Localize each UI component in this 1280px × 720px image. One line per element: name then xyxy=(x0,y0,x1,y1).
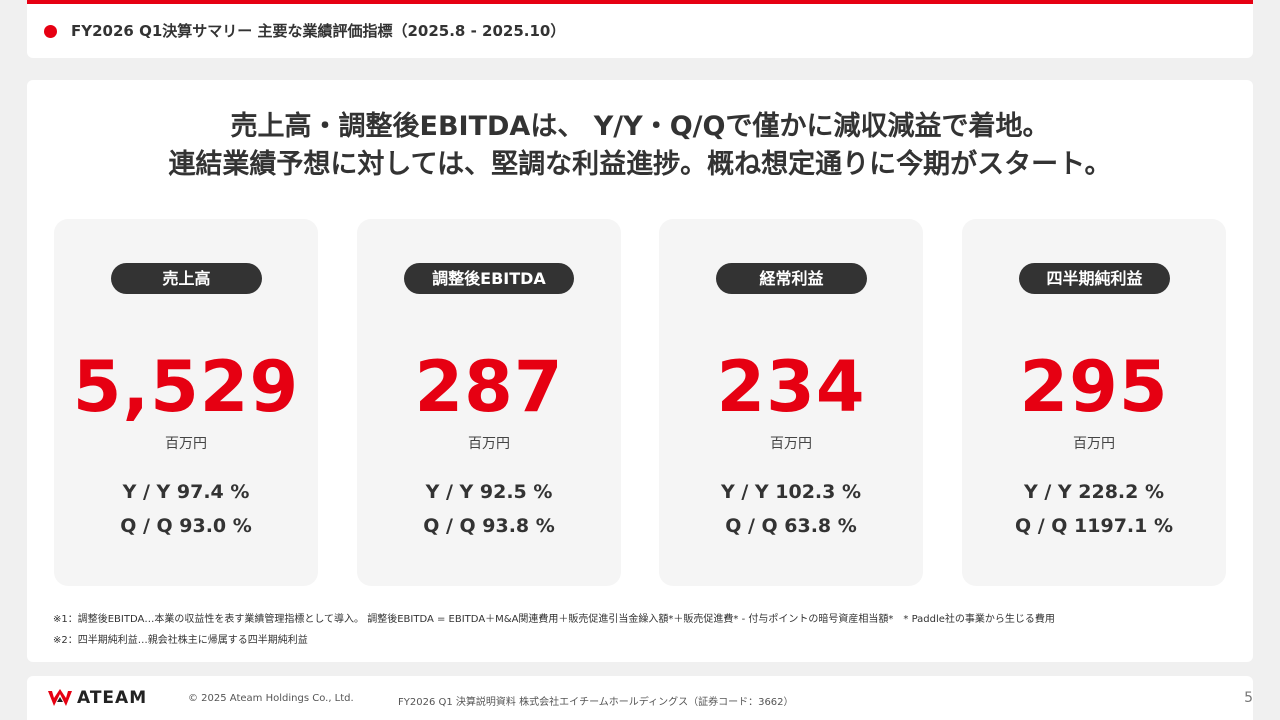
main-panel: 売上高・調整後EBITDAは、 Y/Y・Q/Qで僅かに減収減益で着地。 連結業績… xyxy=(27,80,1253,662)
kpi-label: 売上高 xyxy=(111,263,262,294)
kpi-unit: 百万円 xyxy=(1073,436,1115,452)
kpi-card-adjusted-ebitda: 調整後EBITDA 287 百万円 Y / Y 92.5 % Q / Q 93.… xyxy=(357,219,621,586)
kpi-value: 234 xyxy=(716,346,866,428)
footnote-1: ※1：調整後EBITDA…本業の収益性を表す業績管理指標として導入。 調整後EB… xyxy=(53,614,1055,625)
kpi-yoy: Y / Y 92.5 % xyxy=(425,481,553,503)
bullet-dot-icon xyxy=(44,25,57,38)
headline-line-2: 連結業績予想に対しては、堅調な利益進捗。概ね想定通りに今期がスタート。 xyxy=(168,149,1112,180)
ateam-logo-icon xyxy=(48,689,72,706)
document-title: FY2026 Q1 決算説明資料 株式会社エイチームホールディングス（証券コード… xyxy=(398,697,794,708)
footnotes: ※1：調整後EBITDA…本業の収益性を表す業績管理指標として導入。 調整後EB… xyxy=(53,609,1055,651)
logo-text: ATEAM xyxy=(77,688,148,708)
page-number: 5 xyxy=(1244,690,1253,706)
copyright: © 2025 Ateam Holdings Co., Ltd. xyxy=(188,693,354,704)
footnote-2: ※2：四半期純利益…親会社株主に帰属する四半期純利益 xyxy=(53,635,308,646)
slide-header: FY2026 Q1決算サマリー 主要な業績評価指標（2025.8 - 2025.… xyxy=(27,0,1253,58)
kpi-label: 調整後EBITDA xyxy=(404,263,574,294)
kpi-value: 5,529 xyxy=(72,346,300,428)
kpi-unit: 百万円 xyxy=(770,436,812,452)
kpi-unit: 百万円 xyxy=(165,436,207,452)
slide-footer: ATEAM © 2025 Ateam Holdings Co., Ltd. FY… xyxy=(27,676,1253,720)
kpi-unit: 百万円 xyxy=(468,436,510,452)
kpi-yoy: Y / Y 102.3 % xyxy=(720,481,862,503)
kpi-qoq: Q / Q 93.8 % xyxy=(423,515,555,537)
kpi-card-net-income: 四半期純利益 295 百万円 Y / Y 228.2 % Q / Q 1197.… xyxy=(962,219,1226,586)
kpi-value: 295 xyxy=(1019,346,1169,428)
kpi-value: 287 xyxy=(414,346,564,428)
kpi-label: 経常利益 xyxy=(716,263,867,294)
headline-line-1: 売上高・調整後EBITDAは、 Y/Y・Q/Qで僅かに減収減益で着地。 xyxy=(230,111,1050,142)
headline: 売上高・調整後EBITDAは、 Y/Y・Q/Qで僅かに減収減益で着地。 連結業績… xyxy=(27,108,1253,184)
kpi-qoq: Q / Q 1197.1 % xyxy=(1014,515,1174,537)
kpi-card-sales: 売上高 5,529 百万円 Y / Y 97.4 % Q / Q 93.0 % xyxy=(54,219,318,586)
ateam-logo: ATEAM xyxy=(47,688,147,708)
slide-title: FY2026 Q1決算サマリー 主要な業績評価指標（2025.8 - 2025.… xyxy=(71,22,566,40)
kpi-card-ordinary-profit: 経常利益 234 百万円 Y / Y 102.3 % Q / Q 63.8 % xyxy=(659,219,923,586)
kpi-qoq: Q / Q 93.0 % xyxy=(120,515,252,537)
kpi-yoy: Y / Y 97.4 % xyxy=(122,481,250,503)
kpi-qoq: Q / Q 63.8 % xyxy=(725,515,857,537)
kpi-label: 四半期純利益 xyxy=(1019,263,1170,294)
kpi-yoy: Y / Y 228.2 % xyxy=(1023,481,1165,503)
